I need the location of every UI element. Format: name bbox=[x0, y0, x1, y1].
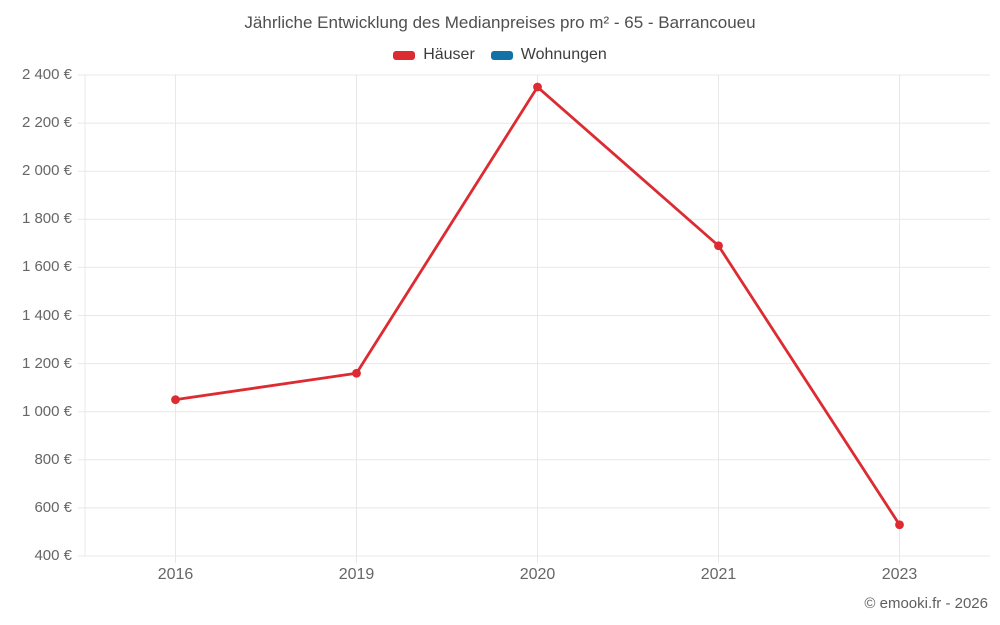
x-tick-label: 2020 bbox=[519, 566, 556, 583]
y-tick-label: 2 400 € bbox=[21, 66, 72, 83]
x-tick-label: 2016 bbox=[157, 566, 194, 583]
y-tick-label: 800 € bbox=[34, 450, 72, 468]
x-tick-label: 2019 bbox=[338, 566, 375, 583]
y-tick-label: 400 € bbox=[34, 547, 72, 564]
copyright-credit: © emooki.fr - 2026 bbox=[864, 595, 988, 612]
x-tick-label: 2023 bbox=[881, 566, 918, 583]
chart-title: Jährliche Entwicklung des Medianpreises … bbox=[244, 13, 756, 32]
y-tick-label: 1 200 € bbox=[21, 354, 72, 372]
legend-item-wohnungen[interactable]: Wohnungen bbox=[490, 46, 607, 64]
legend-item-hauser[interactable]: Häuser bbox=[393, 46, 475, 64]
data-point-hauser-2019[interactable] bbox=[352, 368, 361, 378]
data-point-hauser-2023[interactable] bbox=[895, 520, 904, 530]
y-tick-label: 1 600 € bbox=[21, 258, 72, 276]
data-point-hauser-2021[interactable] bbox=[714, 241, 723, 251]
chart-legend: Häuser Wohnungen bbox=[0, 46, 1000, 64]
legend-swatch-wohnungen bbox=[490, 50, 513, 60]
legend-label-hauser: Häuser bbox=[423, 46, 475, 63]
legend-label-wohnungen: Wohnungen bbox=[520, 46, 607, 63]
data-point-hauser-2016[interactable] bbox=[171, 395, 180, 405]
y-tick-label: 1 000 € bbox=[21, 402, 72, 420]
y-tick-label: 2 200 € bbox=[21, 114, 72, 132]
y-tick-label: 1 800 € bbox=[21, 210, 72, 228]
y-tick-label: 1 400 € bbox=[21, 306, 72, 324]
legend-swatch-hauser bbox=[393, 50, 416, 60]
y-tick-label: 2 000 € bbox=[21, 162, 72, 180]
x-tick-label: 2021 bbox=[700, 566, 737, 583]
y-tick-label: 600 € bbox=[34, 498, 72, 516]
data-point-hauser-2020[interactable] bbox=[533, 82, 542, 92]
